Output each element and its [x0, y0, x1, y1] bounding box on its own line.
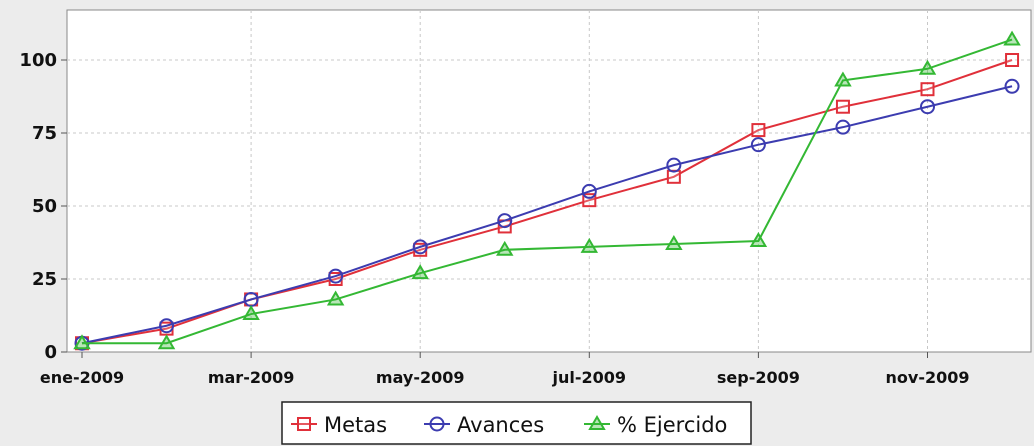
- legend-label-avances: Avances: [457, 413, 544, 437]
- data-point-avances: [581, 183, 597, 199]
- series-line-avances: [81, 85, 1013, 345]
- data-point-avances: [920, 99, 935, 115]
- data-point-avances: [328, 268, 344, 284]
- data-point-ejercido: [73, 334, 91, 350]
- data-point-metas: [835, 99, 850, 114]
- series-line-ejercido: [82, 38, 1013, 345]
- y-axis-ticks: 0 25 50 75 100: [19, 50, 67, 363]
- legend-box: [281, 401, 752, 445]
- data-point-ejercido: [580, 237, 599, 253]
- y-tick-label: 100: [19, 50, 57, 71]
- series-ejercido: [73, 30, 1021, 350]
- x-tick-label: jul-2009: [552, 368, 627, 387]
- x-tick-label: mar-2009: [208, 368, 295, 387]
- data-point-avances: [835, 119, 851, 135]
- data-point-avances: [1004, 78, 1020, 94]
- y-tick-label: 0: [44, 342, 57, 363]
- data-point-ejercido: [242, 305, 260, 321]
- x-tick-label: nov-2009: [886, 368, 970, 387]
- data-point-ejercido: [411, 264, 429, 280]
- data-point-avances: [497, 213, 513, 229]
- data-point-ejercido: [326, 290, 345, 306]
- data-point-ejercido: [496, 240, 514, 256]
- data-point-avances: [666, 157, 682, 173]
- data-point-ejercido: [1003, 30, 1021, 46]
- legend-marker-avances: [429, 416, 445, 432]
- x-tick-label: may-2009: [376, 368, 465, 387]
- data-point-ejercido: [749, 232, 768, 248]
- x-tick-label: ene-2009: [40, 368, 124, 387]
- legend-marker-ejercido: [588, 415, 606, 430]
- y-tick-label: 25: [32, 269, 57, 290]
- legend: Metas Avances % Ejercido: [281, 401, 752, 445]
- series-group: [73, 30, 1021, 351]
- x-tick-label: sep-2009: [717, 368, 800, 387]
- data-point-metas: [1005, 53, 1020, 67]
- legend-item-metas: Metas: [291, 413, 387, 437]
- x-axis-ticks: ene-2009 mar-2009 may-2009 jul-2009 sep-2009…: [40, 352, 970, 387]
- data-point-metas: [751, 123, 766, 138]
- legend-label-metas: Metas: [324, 413, 387, 437]
- data-point-avances: [750, 137, 766, 153]
- y-tick-label: 50: [32, 196, 57, 217]
- plot-area: [66, 9, 1032, 353]
- legend-item-avances: Avances: [424, 413, 544, 437]
- data-point-ejercido: [665, 234, 683, 250]
- y-tick-label: 75: [32, 123, 57, 144]
- legend-label-ejercido: % Ejercido: [617, 413, 727, 437]
- data-point-metas: [920, 82, 935, 97]
- legend-marker-metas: [297, 417, 311, 431]
- data-point-avances: [159, 318, 175, 334]
- data-point-ejercido: [157, 334, 176, 350]
- data-point-ejercido: [834, 71, 852, 87]
- data-point-ejercido: [918, 59, 937, 75]
- data-point-avances: [412, 239, 428, 255]
- legend-item-ejercido: % Ejercido: [584, 413, 727, 437]
